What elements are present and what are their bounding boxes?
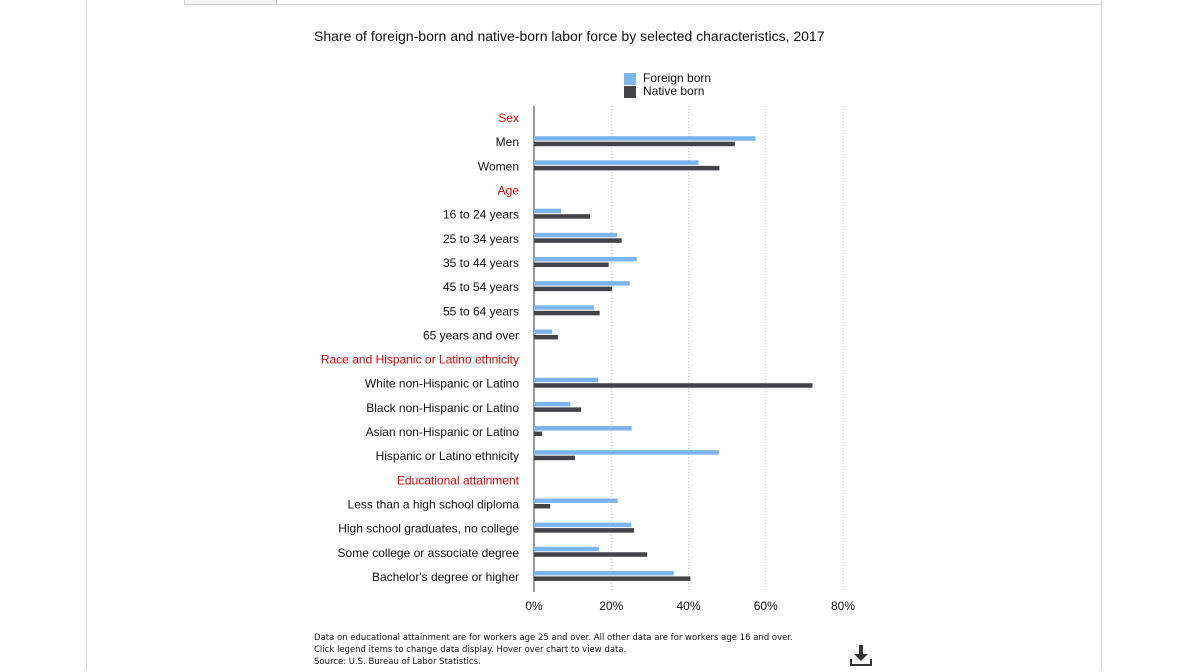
category-label: White non-Hispanic or Latino (365, 377, 519, 391)
source-line: Source: U.S. Bureau of Labor Statistics. (314, 657, 481, 667)
category-label: High school graduates, no college (338, 522, 519, 536)
bar-native-born[interactable] (534, 141, 735, 147)
bar-native-born[interactable] (534, 576, 691, 581)
legend-item-foreign-born[interactable]: Foreign born (624, 72, 711, 85)
bar-foreign-born[interactable] (534, 136, 756, 141)
bar-native-born[interactable] (534, 552, 648, 557)
bar-native-born[interactable] (534, 238, 622, 243)
bar-foreign-born[interactable] (534, 546, 599, 552)
category-label: 16 to 24 years (443, 208, 519, 222)
bar-foreign-born[interactable] (534, 498, 618, 503)
bar-native-born[interactable] (534, 503, 551, 509)
x-tick-label: 80% (831, 599, 855, 613)
bar-foreign-born[interactable] (534, 401, 571, 407)
top-rule (276, 4, 1101, 5)
bar-foreign-born[interactable] (534, 522, 632, 528)
x-tick-label: 20% (599, 599, 623, 613)
bar-native-born[interactable] (534, 383, 813, 388)
bar-native-born[interactable] (534, 214, 591, 219)
bar-foreign-born[interactable] (534, 256, 637, 262)
bar-foreign-born[interactable] (534, 570, 674, 576)
x-tick-label: 0% (525, 599, 543, 613)
legend-label-native-born: Native born (643, 84, 705, 98)
category-label: Bachelor's degree or higher (372, 570, 519, 584)
category-group-label: Educational attainment (397, 473, 520, 487)
legend-swatch-native-born (624, 85, 636, 98)
bar-native-born[interactable] (534, 310, 600, 316)
category-label: Hispanic or Latino ethnicity (376, 449, 519, 463)
bar-native-born[interactable] (534, 455, 575, 461)
bar-foreign-born[interactable] (534, 232, 618, 238)
legend: Foreign born Native born (624, 72, 711, 98)
bar-foreign-born[interactable] (534, 329, 553, 334)
bar-foreign-born[interactable] (534, 377, 599, 383)
category-label: 25 to 34 years (443, 232, 519, 246)
category-group-label: Sex (498, 111, 519, 125)
category-label: 45 to 54 years (443, 280, 519, 294)
category-label: Black non-Hispanic or Latino (366, 401, 519, 415)
category-label: 35 to 44 years (443, 256, 519, 270)
category-label: 55 to 64 years (443, 304, 519, 318)
category-label: Women (478, 159, 519, 173)
bar-native-born[interactable] (534, 165, 720, 171)
x-tick-label: 40% (676, 599, 700, 613)
x-tick-label: 60% (754, 599, 778, 613)
bar-native-born[interactable] (534, 334, 558, 340)
bar-foreign-born[interactable] (534, 281, 630, 286)
bar-foreign-born[interactable] (534, 208, 562, 214)
bar-foreign-born[interactable] (534, 450, 720, 455)
download-icon (850, 645, 872, 666)
category-group-label: Age (498, 184, 520, 198)
category-label: 65 years and over (423, 328, 519, 342)
category-label: Asian non-Hispanic or Latino (366, 425, 520, 439)
category-group-label: Race and Hispanic or Latino ethnicity (321, 353, 519, 367)
page-frame (86, 0, 1102, 670)
category-label: Men (496, 135, 519, 149)
chart-title: Share of foreign-born and native-born la… (314, 28, 825, 44)
category-label: Some college or associate degree (338, 546, 520, 560)
bar-native-born[interactable] (534, 286, 613, 292)
category-label: Less than a high school diploma (348, 497, 520, 511)
bar-native-born[interactable] (534, 407, 582, 412)
bar-native-born[interactable] (534, 431, 543, 437)
chart-notes: Data on educational attainment are for w… (314, 632, 793, 668)
legend-item-native-born[interactable]: Native born (624, 85, 711, 98)
download-button[interactable] (849, 643, 873, 667)
bar-foreign-born[interactable] (534, 160, 699, 165)
bar-native-born[interactable] (534, 262, 609, 267)
bar-foreign-born[interactable] (534, 426, 632, 431)
legend-swatch-foreign-born (624, 72, 636, 85)
legend-label-foreign-born: Foreign born (643, 71, 712, 85)
bar-native-born[interactable] (534, 528, 635, 533)
top-tab[interactable] (184, 0, 277, 5)
note-line: Click legend items to change data displa… (314, 645, 627, 655)
note-line: Data on educational attainment are for w… (314, 633, 793, 643)
bar-foreign-born[interactable] (534, 305, 594, 310)
